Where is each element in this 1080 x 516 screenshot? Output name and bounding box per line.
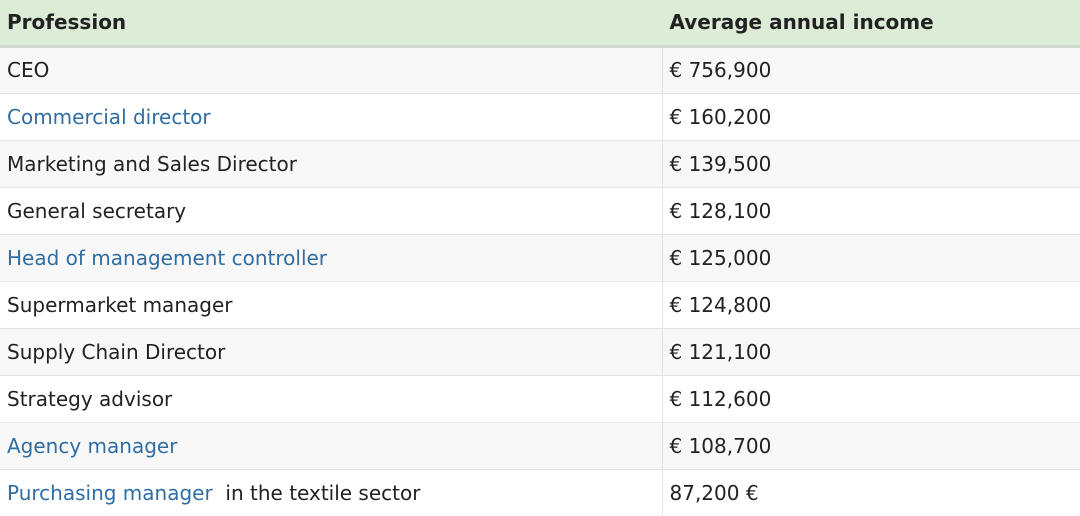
table-row: Agency manager € 108,700 (0, 422, 1080, 470)
table-row: CEO € 756,900 (0, 46, 1080, 94)
table-row: Supermarket manager € 124,800 (0, 281, 1080, 329)
profession-cell: Strategy advisor (0, 375, 662, 423)
income-cell: € 128,100 (661, 187, 1080, 235)
income-cell: € 125,000 (661, 234, 1080, 282)
table-row: Head of management controller € 125,000 (0, 234, 1080, 282)
profession-link[interactable]: Commercial director (7, 104, 211, 129)
income-cell: € 112,600 (661, 375, 1080, 423)
income-cell: € 108,700 (661, 422, 1080, 470)
profession-label: Marketing and Sales Director (7, 151, 297, 176)
profession-link[interactable]: Agency manager (7, 433, 178, 458)
profession-label: Strategy advisor (7, 386, 173, 411)
profession-suffix: in the textile sector (212, 480, 421, 505)
profession-header: Profession (0, 0, 662, 48)
profession-cell: Agency manager (0, 422, 662, 470)
income-cell: € 160,200 (661, 93, 1080, 141)
profession-label: CEO (7, 58, 50, 82)
income-cell: € 124,800 (661, 281, 1080, 329)
table-row: Marketing and Sales Director € 139,500 (0, 140, 1080, 188)
income-header: Average annual income (661, 0, 1080, 48)
profession-cell: Supermarket manager (0, 281, 662, 329)
profession-label: Supermarket manager (7, 292, 233, 317)
table-row: Purchasing manager in the textile sector… (0, 469, 1080, 516)
profession-cell: CEO (0, 46, 662, 94)
table-row: Strategy advisor € 112,600 (0, 375, 1080, 423)
profession-label: Supply Chain Director (7, 339, 226, 364)
income-cell: 87,200 € (661, 469, 1080, 516)
table-row: Supply Chain Director € 121,100 (0, 328, 1080, 376)
profession-link[interactable]: Purchasing manager (7, 480, 213, 505)
profession-link[interactable]: Head of management controller (7, 245, 328, 270)
table-header-row: Profession Average annual income (0, 0, 1080, 48)
profession-cell: General secretary (0, 187, 662, 235)
profession-cell: Commercial director (0, 93, 662, 141)
income-cell: € 139,500 (661, 140, 1080, 188)
table-body: CEO € 756,900 Commercial director € 160,200… (0, 46, 1080, 516)
income-cell: € 756,900 (661, 46, 1080, 94)
profession-cell: Purchasing manager in the textile sector (0, 469, 662, 516)
profession-label: General secretary (7, 198, 187, 223)
profession-cell: Marketing and Sales Director (0, 140, 662, 188)
table-row: Commercial director € 160,200 (0, 93, 1080, 141)
table-row: General secretary € 128,100 (0, 187, 1080, 235)
profession-cell: Head of management controller (0, 234, 662, 282)
profession-cell: Supply Chain Director (0, 328, 662, 376)
income-cell: € 121,100 (661, 328, 1080, 376)
